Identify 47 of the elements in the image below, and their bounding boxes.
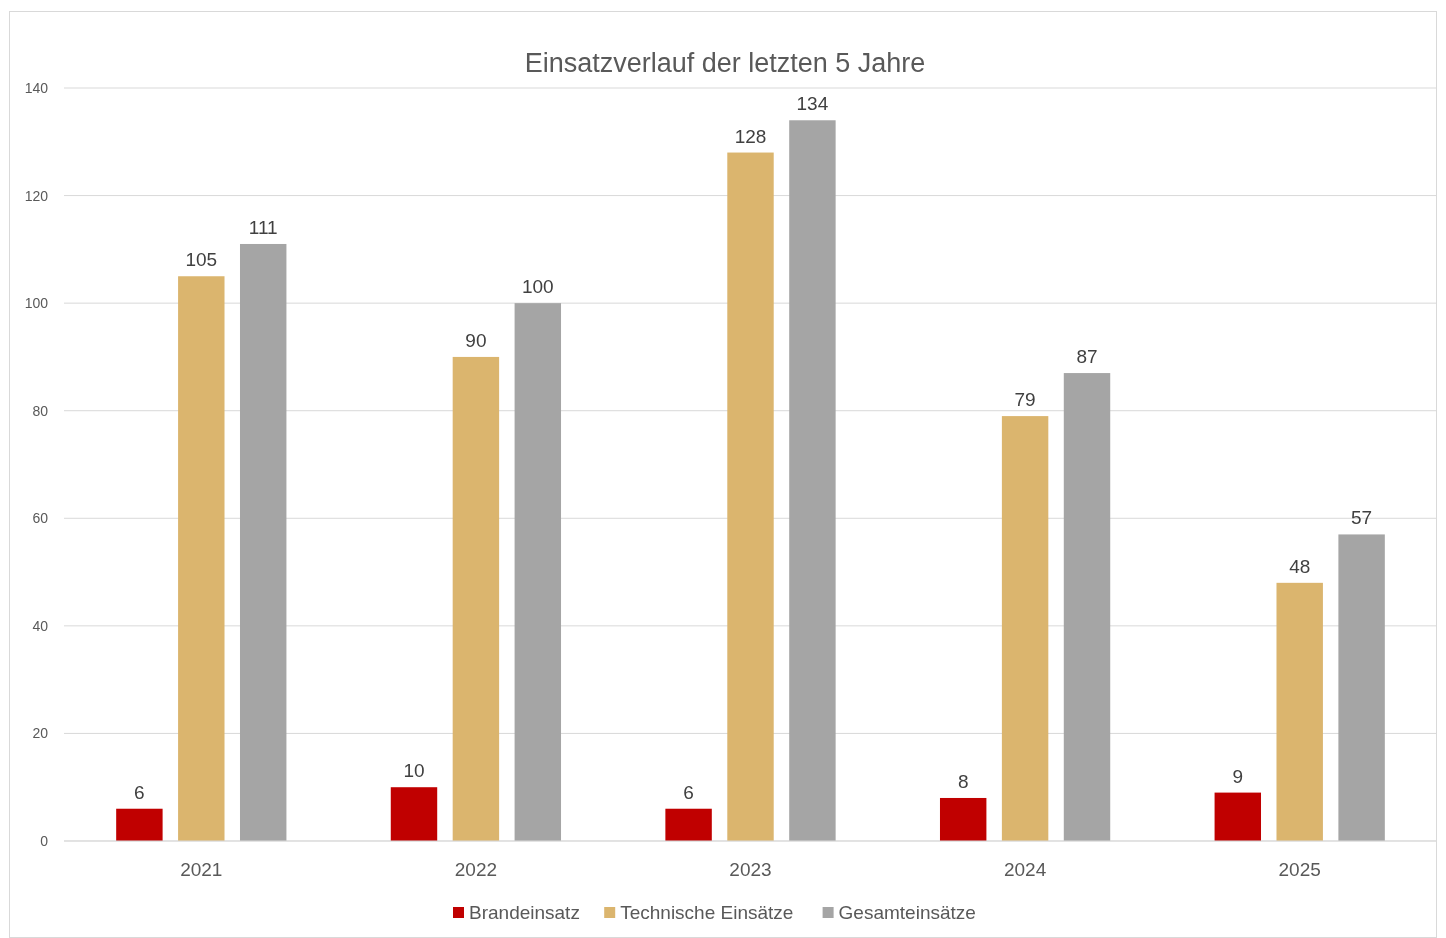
y-tick-label: 80	[32, 402, 49, 419]
y-tick-label: 140	[24, 80, 49, 96]
x-tick-label: 2025	[1278, 859, 1321, 880]
bar	[239, 243, 287, 841]
data-label: 10	[403, 760, 425, 782]
bar	[1063, 373, 1111, 841]
y-tick-label: 100	[24, 295, 49, 312]
x-tick-label: 2021	[180, 859, 223, 880]
bar	[1214, 792, 1261, 841]
bar	[390, 787, 438, 841]
chart-title: Einsatzverlauf der letzten 5 Jahre	[524, 48, 926, 78]
legend-label: Gesamteinsätze	[838, 902, 976, 923]
x-tick-label: 2022	[454, 859, 498, 880]
bar	[116, 808, 163, 841]
bar	[514, 303, 562, 841]
legend-label: Brandeinsatz	[469, 902, 580, 923]
data-label: 6	[134, 781, 145, 803]
bar	[1338, 534, 1385, 841]
y-tick-label: 0	[40, 833, 49, 849]
bar	[1001, 416, 1049, 841]
data-label: 105	[185, 249, 218, 271]
y-tick-label: 40	[32, 617, 49, 634]
bar	[789, 120, 836, 841]
bar	[178, 276, 225, 841]
data-label: 6	[683, 781, 694, 803]
bar	[939, 797, 987, 841]
data-label: 128	[734, 125, 767, 147]
data-label: 134	[796, 93, 829, 115]
data-label: 48	[1289, 555, 1311, 577]
data-label: 100	[521, 276, 554, 298]
y-tick-label: 20	[32, 725, 49, 742]
bar	[665, 808, 712, 841]
x-tick-label: 2024	[1003, 859, 1047, 880]
data-label: 90	[465, 329, 487, 351]
y-tick-label: 60	[32, 510, 49, 527]
y-tick-label: 120	[24, 187, 49, 204]
x-tick-label: 2023	[729, 859, 772, 880]
data-label: 57	[1351, 507, 1373, 529]
bar	[727, 152, 774, 841]
bar	[1276, 582, 1323, 841]
bar	[452, 356, 500, 841]
data-label: 79	[1014, 389, 1036, 411]
data-label: 87	[1076, 346, 1098, 368]
data-label: 9	[1232, 765, 1244, 787]
legend-label: Technische Einsätze	[620, 902, 794, 923]
data-label: 111	[248, 216, 278, 238]
data-label: 8	[957, 770, 969, 792]
